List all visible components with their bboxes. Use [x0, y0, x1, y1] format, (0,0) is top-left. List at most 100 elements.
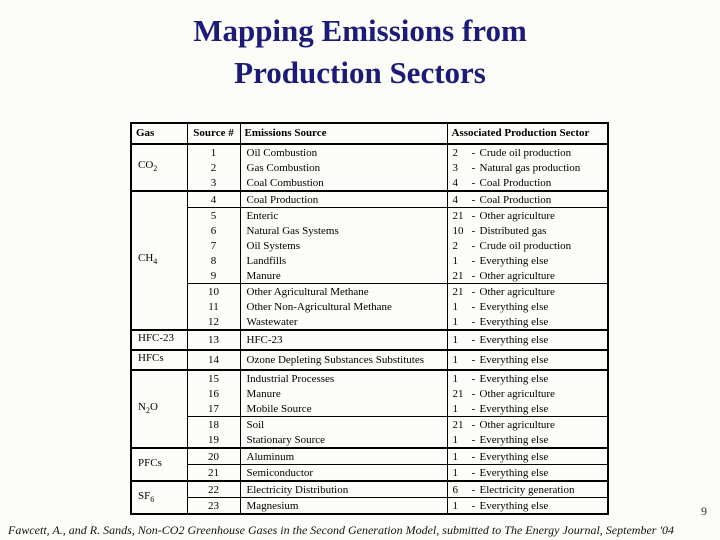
emissions-source-cell: Natural Gas Systems — [239, 223, 447, 238]
production-sector-cell: 1- Everything else — [446, 253, 608, 268]
sector-number: 1 — [452, 466, 459, 479]
gas-cell-hfcs: HFCs — [130, 349, 187, 371]
gas-subscript: 6 — [150, 494, 155, 504]
source-number-cell: 9 — [186, 268, 240, 284]
dash: - — [471, 354, 476, 367]
sector-number: 6 — [452, 483, 459, 496]
table-row: 16 Manure 21- Other agriculture — [131, 386, 608, 402]
sector-number: 4 — [452, 176, 459, 189]
table-row: 12 Wastewater 1- Everything else — [131, 314, 608, 330]
source-number-cell: 4 — [186, 190, 240, 208]
gas-cell-pfcs: PFCs — [130, 447, 187, 482]
production-sector-cell: 1- Everything else — [446, 328, 608, 351]
sector-label: Crude oil production — [479, 239, 572, 252]
sector-number: 1 — [452, 402, 459, 415]
table-row: 19 Stationary Source 1- Everything else — [131, 432, 608, 449]
sector-number: 1 — [452, 334, 459, 347]
dash: - — [471, 418, 476, 431]
production-sector-cell: 1- Everything else — [446, 447, 608, 465]
sector-number: 3 — [452, 161, 459, 174]
production-sector-cell: 1- Everything else — [446, 464, 608, 482]
emissions-source-cell: Oil Systems — [239, 238, 447, 253]
dash: - — [471, 387, 476, 400]
dash: - — [471, 499, 476, 512]
production-sector-cell: 21- Other agriculture — [446, 283, 608, 299]
sector-label: Everything else — [479, 254, 549, 267]
production-sector-cell: 1- Everything else — [446, 432, 608, 449]
production-sector-cell: 1- Everything else — [446, 349, 608, 371]
sector-number: 1 — [452, 372, 459, 385]
emissions-source-cell: Aluminum — [239, 447, 447, 465]
slide-title: Mapping Emissions from Production Sector… — [0, 10, 720, 94]
sector-label: Everything else — [479, 315, 549, 328]
emissions-source-cell: Oil Combustion — [239, 143, 447, 160]
table-row: 17 Mobile Source 1- Everything else — [131, 401, 608, 417]
sector-label: Distributed gas — [479, 224, 547, 237]
gas-label: PFCs — [138, 456, 162, 469]
dash: - — [471, 433, 476, 446]
sector-label: Everything else — [479, 433, 549, 446]
source-number-cell: 8 — [186, 253, 240, 268]
source-number-cell: 7 — [186, 238, 240, 253]
source-number-cell: 16 — [186, 386, 240, 402]
sector-number: 2 — [452, 239, 459, 252]
dash: - — [471, 193, 476, 206]
emissions-source-cell: Manure — [239, 268, 447, 284]
source-number-cell: 22 — [186, 480, 240, 498]
sector-number: 21 — [452, 269, 464, 282]
source-number-cell: 1 — [186, 143, 240, 160]
production-sector-cell: 2- Crude oil production — [446, 238, 608, 253]
table-row: CH4 4 Coal Production 4- Coal Production — [130, 190, 608, 330]
sector-number: 1 — [452, 300, 459, 313]
source-number-cell: 18 — [186, 416, 240, 433]
dash: - — [471, 209, 476, 222]
source-number-cell: 3 — [186, 175, 240, 191]
dash: - — [471, 224, 476, 237]
production-sector-cell: 21- Other agriculture — [446, 207, 608, 223]
gas-subscript: 4 — [153, 257, 158, 267]
sector-label: Everything else — [479, 499, 549, 512]
sector-label: Other agriculture — [479, 209, 555, 222]
column-header-production-sector: Associated Production Sector — [446, 123, 608, 145]
dash: - — [471, 146, 476, 159]
dash: - — [471, 483, 476, 496]
table-row: 21 Semiconductor 1- Everything else — [131, 464, 608, 482]
emissions-source-cell: HFC-23 — [239, 328, 447, 351]
emissions-source-cell: Other Agricultural Methane — [239, 283, 447, 299]
page-number: 9 — [701, 504, 707, 518]
production-sector-cell: 1- Everything else — [446, 369, 608, 387]
source-number-cell: 20 — [186, 447, 240, 465]
sector-number: 2 — [452, 146, 459, 159]
sector-label: Everything else — [479, 450, 549, 463]
table-row: 9 Manure 21- Other agriculture — [131, 268, 608, 284]
gas-subscript: 2 — [145, 406, 150, 416]
dash: - — [471, 285, 476, 298]
sector-label: Everything else — [479, 300, 549, 313]
source-number-cell: 2 — [186, 160, 240, 175]
sector-number: 21 — [452, 418, 464, 431]
gas-cell-hfc23: HFC-23 — [130, 328, 187, 351]
production-sector-cell: 2- Crude oil production — [446, 143, 608, 160]
emissions-source-cell: Stationary Source — [239, 432, 447, 449]
sector-number: 21 — [452, 387, 464, 400]
gas-label: CO — [138, 159, 154, 172]
gas-label: SF — [138, 489, 151, 502]
dash: - — [471, 254, 476, 267]
dash: - — [471, 466, 476, 479]
emissions-mapping-table: Gas Source # Emissions Source Associated… — [130, 122, 609, 516]
sector-number: 1 — [452, 354, 459, 367]
table-row: HFC-23 13 HFC-23 1- Everything else — [130, 328, 608, 351]
source-number-cell: 14 — [186, 349, 240, 371]
table-row: SF6 22 Electricity Distribution 6- Electr… — [130, 480, 608, 515]
slide-title-line2: Production Sectors — [234, 55, 486, 90]
table-row: 10 Other Agricultural Methane 21- Other a… — [131, 283, 608, 299]
source-number-cell: 10 — [186, 283, 240, 299]
production-sector-cell: 21- Other agriculture — [446, 416, 608, 433]
production-sector-cell: 10- Distributed gas — [446, 223, 608, 238]
sector-label: Everything else — [479, 334, 549, 347]
production-sector-cell: 1- Everything else — [446, 401, 608, 417]
column-header-source-number: Source # — [186, 123, 240, 145]
production-sector-cell: 1- Everything else — [446, 299, 608, 314]
gas-cell-ch4: CH4 — [130, 190, 187, 330]
emissions-source-cell: Ozone Depleting Substances Substitutes — [239, 349, 447, 371]
